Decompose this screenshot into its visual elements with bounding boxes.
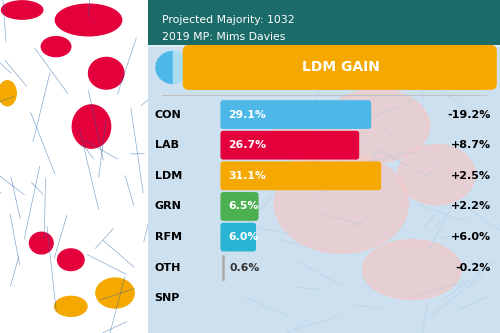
Ellipse shape [56,4,122,36]
Ellipse shape [271,112,342,162]
Text: 6.0%: 6.0% [228,232,259,242]
FancyBboxPatch shape [220,100,371,129]
Text: +6.0%: +6.0% [451,232,491,242]
FancyBboxPatch shape [220,131,359,160]
Text: 31.1%: 31.1% [228,171,266,181]
Ellipse shape [362,240,461,300]
Text: -0.2%: -0.2% [456,263,491,273]
Wedge shape [173,51,190,84]
Text: 6.5%: 6.5% [228,201,259,211]
Text: OTH: OTH [154,263,181,273]
Ellipse shape [274,154,408,253]
Text: LDM GAIN: LDM GAIN [302,60,380,75]
Text: LAB: LAB [154,140,178,150]
Text: GRN: GRN [154,201,182,211]
FancyBboxPatch shape [148,45,500,333]
Ellipse shape [2,1,43,19]
Text: RFM: RFM [154,232,182,242]
FancyBboxPatch shape [183,45,497,90]
Ellipse shape [72,105,110,148]
Ellipse shape [58,249,84,270]
Ellipse shape [96,278,134,308]
Text: +2.2%: +2.2% [451,201,491,211]
Text: +8.7%: +8.7% [451,140,491,150]
FancyBboxPatch shape [148,0,500,45]
Ellipse shape [0,81,16,106]
FancyBboxPatch shape [220,162,381,190]
Text: LDM: LDM [154,171,182,181]
FancyBboxPatch shape [148,45,500,47]
Ellipse shape [30,232,53,254]
Text: 0.6%: 0.6% [230,263,260,273]
Text: +2.5%: +2.5% [451,171,491,181]
Text: 2019 MP: Mims Davies: 2019 MP: Mims Davies [162,32,285,42]
Text: 26.7%: 26.7% [228,140,266,150]
Ellipse shape [88,57,124,89]
Text: 29.1%: 29.1% [228,110,266,120]
Ellipse shape [54,296,87,316]
Ellipse shape [324,89,430,162]
Text: SNP: SNP [154,293,180,303]
Text: -19.2%: -19.2% [448,110,491,120]
Text: CON: CON [154,110,182,120]
Text: Projected Majority: 1032: Projected Majority: 1032 [162,15,294,25]
FancyBboxPatch shape [220,223,256,251]
Wedge shape [156,51,173,84]
FancyBboxPatch shape [220,192,258,221]
Ellipse shape [42,37,71,57]
Ellipse shape [398,145,475,204]
